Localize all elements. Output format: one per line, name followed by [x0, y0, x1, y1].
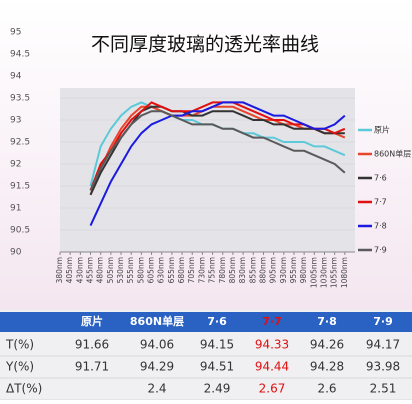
x-tick-label: 455nm: [86, 257, 95, 283]
y-tick-label: 90.5: [10, 226, 30, 236]
y-tick-label: 91: [10, 204, 21, 214]
table-header-cell: 860N单层: [130, 314, 184, 328]
x-tick-label: 1055nm: [330, 257, 339, 288]
legend-label: 7·6: [374, 174, 387, 183]
y-tick-label: 90: [10, 248, 22, 258]
x-tick-label: 505nm: [106, 257, 115, 283]
y-tick-label: 95: [10, 28, 21, 38]
x-tick-label: 880nm: [258, 257, 267, 283]
table-header-cell: 7·9: [373, 315, 393, 328]
table-cell: 2.4: [147, 382, 166, 396]
chart-title: 不同厚度玻璃的透光率曲线: [91, 34, 319, 56]
table-cell: 94.51: [200, 360, 234, 374]
x-tick-label: 955nm: [289, 257, 298, 283]
table-header-cell: 7·7: [262, 315, 282, 328]
table-cell: 94.29: [140, 360, 174, 374]
x-tick-label: 805nm: [228, 257, 237, 283]
x-tick-label: 830nm: [238, 257, 247, 283]
table-cell: 94.15: [200, 338, 234, 352]
table-cell: 93.98: [366, 360, 400, 374]
x-tick-label: 755nm: [208, 257, 217, 283]
x-tick-label: 480nm: [96, 257, 105, 283]
row-label: Y(%): [5, 360, 34, 374]
x-tick-label: 730nm: [197, 257, 206, 283]
y-tick-label: 92: [10, 160, 21, 170]
x-tick-label: 630nm: [157, 257, 166, 283]
x-tick-label: 655nm: [167, 257, 176, 283]
x-tick-label: 1005nm: [309, 257, 318, 288]
y-tick-label: 92.5: [10, 138, 30, 148]
y-tick-label: 91.5: [10, 182, 30, 192]
table-cell: 94.44: [255, 360, 289, 374]
legend-label: 7·9: [374, 246, 387, 255]
table-cell: 91.71: [75, 360, 109, 374]
x-tick-label: 580nm: [136, 257, 145, 283]
x-tick-label: 680nm: [177, 257, 186, 283]
legend-label: 7·7: [374, 198, 387, 207]
x-tick-label: 705nm: [187, 257, 196, 283]
table-header-cell: 7·8: [317, 315, 337, 328]
table-header: [0, 312, 412, 332]
table-cell: 94.33: [255, 338, 289, 352]
table-cell: 91.66: [75, 338, 109, 352]
x-tick-label: 430nm: [75, 257, 84, 283]
legend-label: 原片: [374, 125, 390, 135]
plot-panel: [60, 88, 355, 252]
x-tick-label: 405nm: [65, 257, 74, 283]
table-cell: 94.28: [310, 360, 344, 374]
table-cell: 94.06: [140, 338, 174, 352]
table-cell: 94.17: [366, 338, 400, 352]
legend-label: 7·8: [374, 222, 387, 231]
x-tick-label: 780nm: [218, 257, 227, 283]
x-tick-label: 855nm: [248, 257, 257, 283]
table-header-cell: 原片: [81, 314, 103, 328]
legend-label: 860N单层: [374, 149, 411, 159]
y-tick-label: 94: [10, 72, 22, 82]
series-line: [89, 110, 346, 191]
x-tick-label: 530nm: [116, 257, 125, 283]
row-label: T(%): [5, 338, 34, 352]
table-cell: 2.6: [317, 382, 336, 396]
x-tick-label: 1080nm: [340, 257, 349, 288]
x-tick-label: 605nm: [147, 257, 156, 283]
table-header-cell: 7·6: [207, 315, 227, 328]
series-line: [89, 101, 346, 227]
y-tick-label: 93: [10, 116, 21, 126]
table-cell: 2.49: [204, 382, 231, 396]
table-cell: 2.51: [370, 382, 397, 396]
x-tick-label: 980nm: [299, 257, 308, 283]
x-tick-label: 555nm: [126, 257, 135, 283]
row-label: ΔT(%): [6, 382, 42, 396]
x-tick-label: 1030nm: [319, 257, 328, 288]
table-cell: 94.26: [310, 338, 344, 352]
x-tick-label: 905nm: [269, 257, 278, 283]
y-tick-label: 94.5: [10, 50, 30, 60]
x-tick-label: 930nm: [279, 257, 288, 283]
table-cell: 2.67: [259, 382, 286, 396]
y-tick-label: 93.5: [10, 94, 30, 104]
x-tick-label: 380nm: [55, 257, 64, 283]
